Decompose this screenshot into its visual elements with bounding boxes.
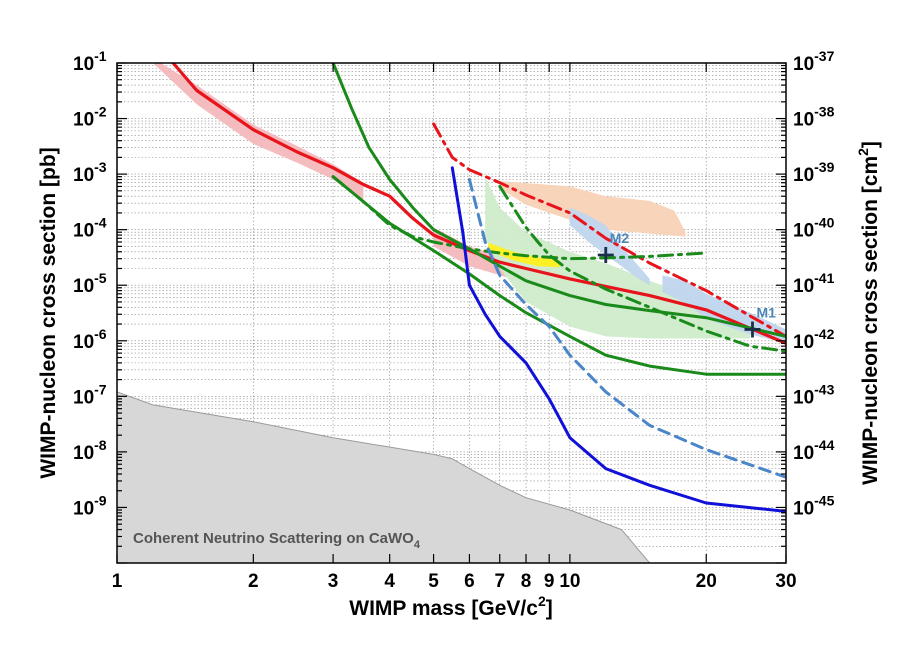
x-tick-label: 9: [544, 571, 555, 592]
y-tick-label-left: 10-8: [73, 437, 107, 464]
y-axis-title-right: WIMP-nucleon cross section [cm2]: [855, 141, 882, 485]
red-limit: [171, 63, 786, 345]
y-axis-title-left: WIMP-nucleon cross section [pb]: [37, 147, 60, 478]
x-axis-title: WIMP mass [GeV/c2]: [349, 593, 552, 620]
x-tick-label: 8: [521, 571, 532, 592]
x-tick-label: 3: [328, 571, 339, 592]
neutrino-floor: [117, 391, 651, 563]
x-tick-label: 2: [248, 571, 259, 592]
y-tick-label-right: 10-42: [793, 326, 835, 353]
y-tick-label-left: 10-5: [73, 270, 107, 297]
y-tick-label-right: 10-39: [793, 159, 835, 186]
neutrino-floor-area: [117, 391, 651, 563]
marker-m2: [597, 246, 614, 263]
green-dashdot-2: [498, 184, 786, 353]
plot-frame: [116, 62, 787, 564]
x-tick-labels: 1 2 3 4 5 6 7 8 9 10 20 30: [112, 571, 797, 592]
axis-ticks: [116, 62, 787, 564]
x-tick-label: 7: [494, 571, 505, 592]
y-tick-labels-right: 10-37 10-38 10-39 10-40 10-41 10-42 10-43 10-44…: [793, 48, 835, 519]
x-tick-label: 1: [112, 571, 123, 592]
marker-label-m2: M2: [610, 230, 630, 246]
red-dashdot: [432, 122, 786, 338]
y-tick-labels-left: 10-1 10-2 10-3 10-4 10-5 10-6 10-7 10-8 10-9: [73, 48, 107, 519]
y-tick-label-left: 10-1: [73, 48, 107, 75]
x-tick-label: 30: [775, 571, 796, 592]
y-tick-label-right: 10-43: [793, 381, 835, 408]
grid-lines: [117, 63, 786, 563]
y-tick-label-right: 10-45: [793, 492, 835, 519]
x-tick-label: 6: [464, 571, 475, 592]
x-tick-label: 4: [384, 571, 395, 592]
blue-solid: [450, 166, 786, 513]
limit-curves: [171, 63, 786, 513]
y-tick-label-left: 10-3: [73, 159, 107, 186]
x-tick-label: 20: [696, 571, 717, 592]
orange-contour: [499, 181, 686, 237]
marker-m1: [744, 321, 761, 338]
blue-contour-m1: [662, 275, 786, 344]
y-tick-label-left: 10-6: [73, 326, 107, 353]
y-tick-label-right: 10-41: [793, 270, 835, 297]
green-solid-1: [331, 63, 786, 338]
floor-label: Coherent Neutrino Scattering on CaWO4: [133, 530, 421, 551]
marker-label-m1: M1: [756, 304, 776, 320]
blue-dashed: [467, 178, 786, 479]
y-tick-label-left: 10-2: [73, 104, 107, 131]
y-tick-label-left: 10-7: [73, 381, 107, 408]
y-tick-label-left: 10-9: [73, 492, 107, 519]
best-fit-markers: M2 M1: [597, 230, 776, 338]
green-dashdot-1: [331, 175, 708, 261]
y-tick-label-right: 10-38: [793, 104, 835, 131]
y-tick-label-right: 10-40: [793, 215, 835, 242]
y-tick-label-left: 10-4: [73, 215, 107, 242]
y-tick-label-right: 10-44: [793, 437, 835, 464]
x-tick-label: 5: [428, 571, 439, 592]
x-tick-label: 10: [559, 571, 580, 592]
y-tick-label-right: 10-37: [793, 48, 835, 75]
